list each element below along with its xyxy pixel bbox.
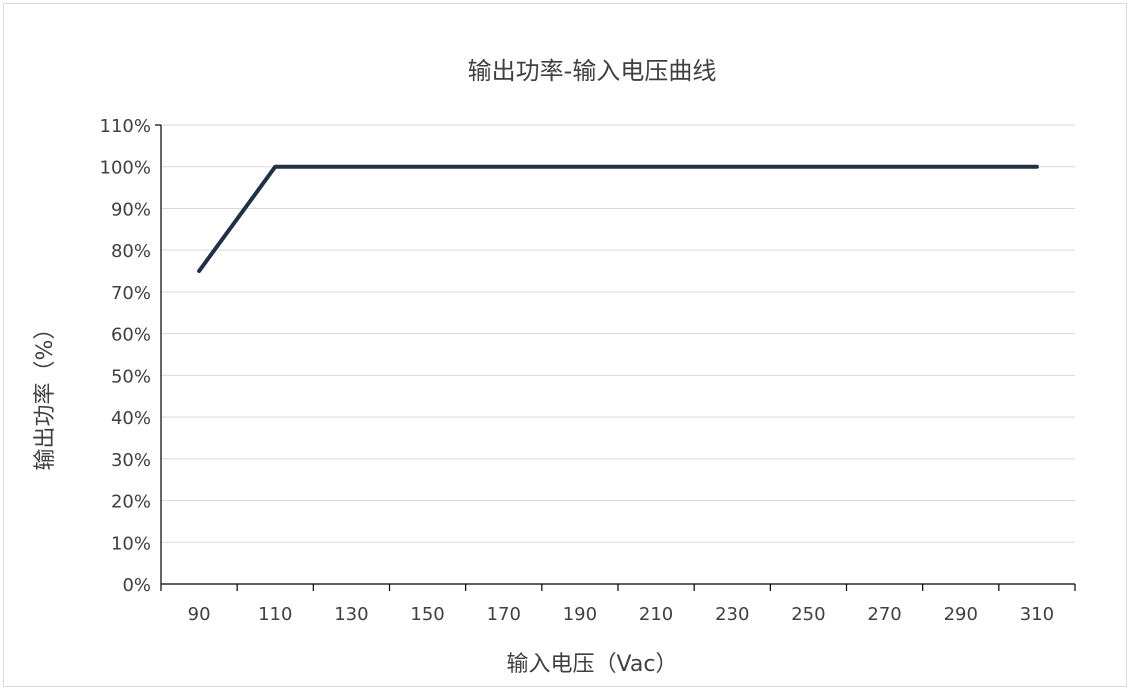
- x-tick-label: 170: [487, 604, 521, 625]
- x-axis-title: 输入电压（Vac）: [507, 652, 678, 677]
- y-tick-label: 40%: [111, 408, 151, 429]
- series-layer: [199, 167, 1037, 272]
- y-tick-label: 60%: [111, 325, 151, 346]
- series-line: [199, 167, 1037, 271]
- y-tick-label: 80%: [111, 241, 151, 262]
- y-tick-label: 110%: [100, 116, 151, 137]
- x-tick-label: 250: [791, 604, 825, 625]
- y-tick-label: 20%: [111, 492, 151, 513]
- y-tick-label: 0%: [122, 575, 151, 596]
- chart-frame: 输出功率-输入电压曲线 0% 10% 20% 30% 40% 50% 60% 70% 80% 90…: [3, 3, 1127, 687]
- x-tick-label: 290: [944, 604, 978, 625]
- x-tick-label: 130: [334, 604, 368, 625]
- x-tick-label: 310: [1020, 604, 1054, 625]
- x-tick-label: 90: [188, 604, 211, 625]
- axes: [155, 125, 1075, 591]
- y-tick-label: 30%: [111, 450, 151, 471]
- y-tick-label: 70%: [111, 283, 151, 304]
- y-tick-label: 90%: [111, 199, 151, 220]
- x-tick-label: 270: [867, 604, 901, 625]
- y-tick-label: 50%: [111, 366, 151, 387]
- y-axis-title: 输出功率（%）: [33, 318, 58, 471]
- x-tick-label: 110: [258, 604, 292, 625]
- gridlines: [161, 125, 1075, 542]
- y-tick-label: 100%: [100, 158, 151, 179]
- x-tick-label: 190: [563, 604, 597, 625]
- x-tick-label: 210: [639, 604, 673, 625]
- x-tick-label: 230: [715, 604, 749, 625]
- tick-labels: 0% 10% 20% 30% 40% 50% 60% 70% 80% 90% 100% 110% 90 1…: [100, 116, 1055, 625]
- line-chart: 输出功率-输入电压曲线 0% 10% 20% 30% 40% 50% 60% 70% 80% 90…: [4, 4, 1128, 688]
- chart-title: 输出功率-输入电压曲线: [468, 57, 717, 85]
- y-tick-label: 10%: [111, 533, 151, 554]
- x-tick-label: 150: [410, 604, 444, 625]
